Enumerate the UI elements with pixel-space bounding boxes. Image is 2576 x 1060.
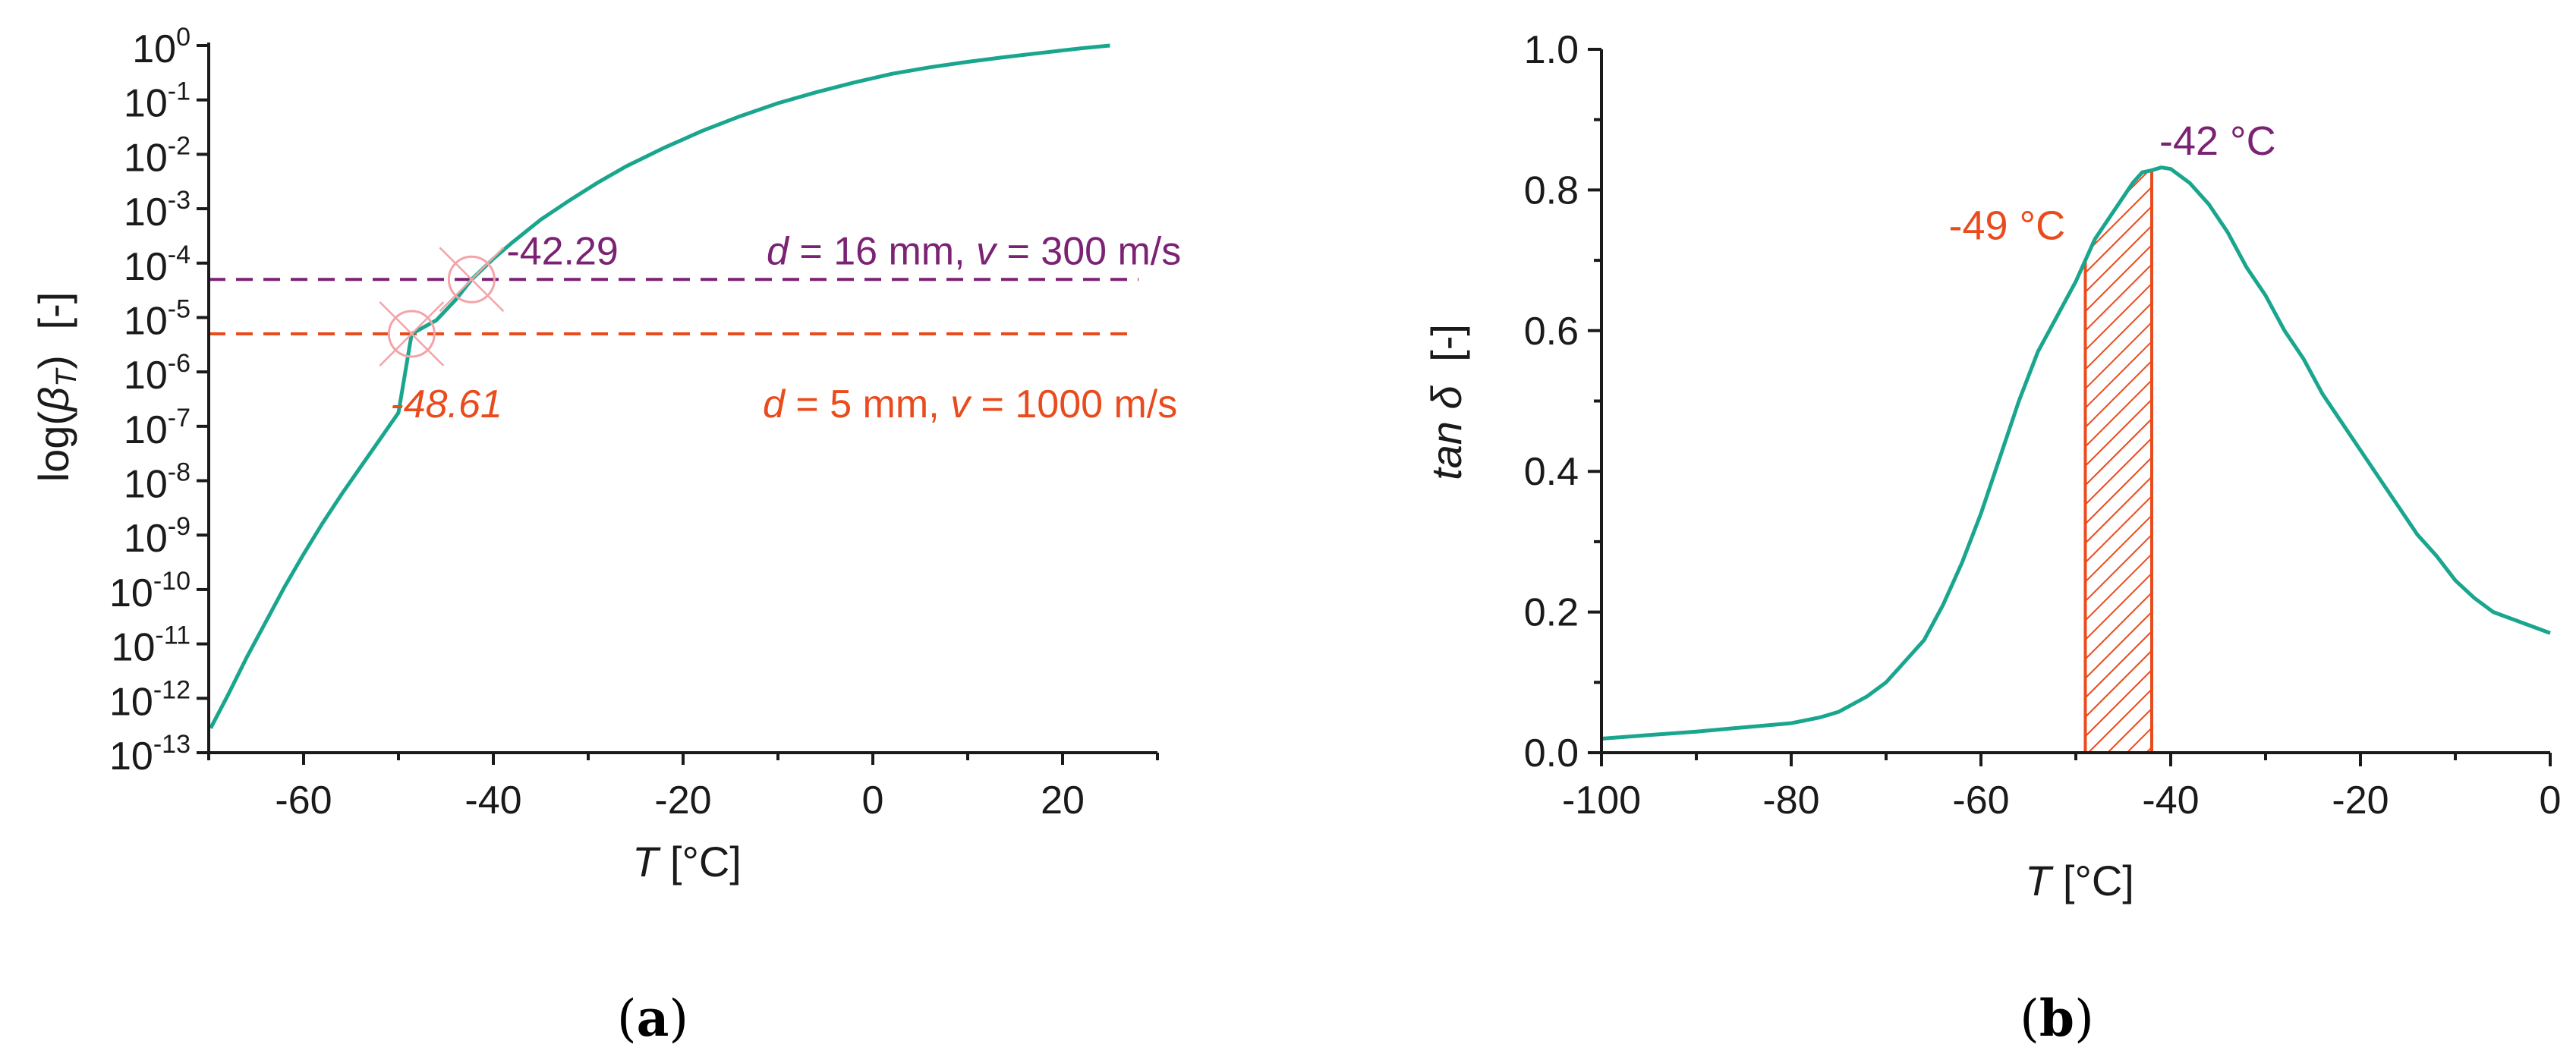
y-tick-label: 100: [132, 23, 191, 71]
x-ticks: -100 -80 -60 -40 -20 0: [1562, 753, 2562, 823]
panel-label-open: (: [617, 989, 637, 1048]
y-tick-label: 0.0: [1524, 731, 1579, 775]
y-tick-label: 10-13: [109, 730, 191, 778]
y-tick-label: 0.6: [1524, 310, 1579, 354]
y-unit: [-]: [30, 292, 77, 330]
y-tick-label: 10-9: [124, 512, 191, 561]
x-tick-label: 20: [1041, 778, 1085, 823]
x-tick-label: -60: [275, 778, 332, 823]
y-var: tan δ: [1422, 385, 1470, 480]
annotation-v-value: = 300 m/s: [1006, 229, 1181, 273]
annotation-v-value: = 1000 m/s: [981, 382, 1178, 426]
y-sub: T: [51, 367, 83, 387]
y-tick-label: 10-7: [124, 404, 191, 452]
y-var: β: [30, 387, 77, 413]
annotation-v-var: v: [976, 229, 998, 273]
y-tick-label: 10-4: [124, 241, 191, 289]
x-tick-label: -100: [1562, 778, 1641, 823]
annotation-d-var: d: [767, 229, 790, 273]
x-tick-label: -40: [2142, 778, 2199, 823]
x-axis-title: T [°C]: [2025, 857, 2134, 904]
panel-label-b: (b): [2020, 989, 2094, 1048]
x-tick-label: 0: [2540, 778, 2562, 823]
y-unit: [-]: [1422, 324, 1470, 362]
panel-label-letter: a: [637, 989, 669, 1048]
y-tick-label: 10-11: [112, 621, 191, 670]
y-ticks: 100 10-1 10-2 10-3 10-4 10-5 10-6 10-7 10-8 10-9 1…: [109, 23, 209, 778]
y-tick-label: 0.8: [1524, 168, 1579, 212]
y-tick-label: 10-12: [109, 675, 191, 724]
x-var: T: [632, 838, 661, 885]
panel-label-letter: b: [2039, 989, 2074, 1048]
y-ticks: 0.0 0.2 0.4 0.6 0.8 1.0: [1524, 28, 1601, 775]
marker--48-61: [379, 301, 445, 366]
chart-a: -60 -40 -20 0 20 100 10-1 10-2 10-3 10-4 10-5 10-6…: [30, 23, 1181, 1048]
annotation-d-value: = 16 mm,: [799, 229, 965, 273]
annotation-d-value: = 5 mm,: [795, 382, 939, 426]
marker-label-48-61: -48.61: [390, 382, 502, 426]
y-tick-label: 10-3: [124, 186, 191, 234]
panel-label-open: (: [2020, 989, 2039, 1048]
intersection-markers: [379, 247, 505, 366]
y-tick-label: 0.2: [1524, 591, 1579, 635]
panel-label-a: (a): [617, 989, 688, 1048]
annotation-d-var: d: [763, 382, 786, 426]
panel-label-close: ): [2074, 989, 2094, 1048]
y-tick-label: 10-2: [124, 131, 191, 180]
y-pre: log(: [30, 411, 77, 483]
series-line-tan-delta: [1601, 165, 2551, 741]
y-tick-label: 10-1: [124, 77, 191, 126]
annotation-peak-42: -42 °C: [2159, 118, 2276, 164]
y-tick-label: 1.0: [1524, 28, 1579, 72]
reference-lines: [209, 278, 1138, 335]
x-var: T: [2025, 857, 2054, 904]
series-line-log-beta: [209, 43, 1110, 729]
x-tick-label: -20: [2332, 778, 2389, 823]
x-tick-label: -40: [464, 778, 521, 823]
x-tick-label: -80: [1762, 778, 1819, 823]
y-axis-title: tan δ [-]: [1422, 324, 1470, 480]
y-axis-title: log(βT) [-]: [30, 292, 83, 483]
panel-label-close: ): [669, 989, 688, 1048]
x-tick-label: -20: [654, 778, 711, 823]
y-tick-label: 0.4: [1524, 450, 1579, 494]
annotation-v-var: v: [950, 382, 972, 426]
y-tick-label: 10-5: [124, 294, 191, 343]
annotation-d16-v300: d = 16 mm, v = 300 m/s: [767, 229, 1181, 273]
y-tick-label: 10-8: [124, 458, 191, 507]
y-tick-label: 10-6: [124, 349, 191, 398]
x-tick-label: 0: [862, 778, 884, 823]
shaded-region: [2083, 168, 2153, 754]
annotation-d5-v1000: d = 5 mm, v = 1000 m/s: [763, 382, 1177, 426]
axes: [1600, 49, 2550, 754]
y-tick-label: 10-10: [109, 567, 191, 615]
x-unit: [°C]: [670, 838, 742, 885]
x-tick-label: -60: [1952, 778, 2009, 823]
x-axis-title: T [°C]: [632, 838, 742, 885]
marker--42-29: [439, 247, 505, 313]
annotation-49: -49 °C: [1949, 203, 2066, 248]
x-unit: [°C]: [2063, 857, 2134, 904]
chart-b: -100 -80 -60 -40 -20 0 0.0 0.2 0.4 0.6 0.8 1.0 -42…: [1422, 28, 2561, 1048]
marker-label-42-29: -42.29: [506, 229, 618, 273]
y-post: ): [30, 355, 77, 370]
x-ticks: -60 -40 -20 0 20: [207, 753, 1159, 823]
